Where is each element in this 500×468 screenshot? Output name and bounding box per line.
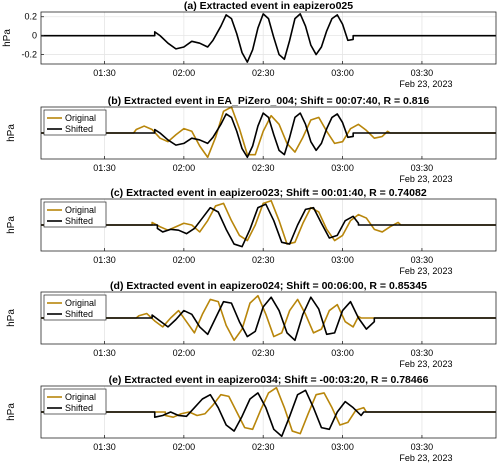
x-tick-label: 03:30: [411, 163, 434, 173]
panel-title: (b) Extracted event in EA_PiZero_004; Sh…: [108, 95, 430, 107]
y-axis-label: hPa: [6, 124, 17, 142]
x-date-label: Feb 23, 2023: [399, 453, 452, 463]
series-line-original: [41, 199, 496, 245]
x-tick-label: 03:30: [411, 68, 434, 78]
x-tick-label: 01:30: [93, 68, 116, 78]
axes-box: [40, 291, 497, 345]
series-line-shifted: [41, 112, 496, 159]
x-tick-label: 01:30: [93, 163, 116, 173]
panel-title: (a) Extracted event in eapizero025: [184, 0, 353, 12]
legend-label-shifted: Shifted: [65, 124, 93, 134]
series-line-shifted: [41, 296, 496, 342]
x-tick-label: 02:00: [173, 255, 196, 265]
panel-title: (d) Extracted event in eapizero024; Shif…: [110, 280, 427, 292]
axes-box: [40, 11, 497, 65]
x-tick-label: 02:00: [173, 163, 196, 173]
legend-label-shifted: Shifted: [65, 403, 93, 413]
panel-e: (e) Extracted event in eapizero034; Shif…: [6, 374, 497, 463]
series-line: [41, 13, 496, 63]
x-tick-label: 03:30: [411, 255, 434, 265]
y-axis-label: hPa: [6, 403, 17, 421]
panel-title: (c) Extracted event in eapizero023; Shif…: [110, 187, 426, 199]
legend-label-original: Original: [65, 113, 96, 123]
x-tick-label: 02:30: [252, 255, 275, 265]
y-tick-label: 0.2: [24, 12, 37, 22]
legend-box: [43, 294, 107, 321]
series-line-original: [41, 386, 496, 435]
series-line-shifted: [41, 389, 496, 438]
y-tick-label: 0: [32, 31, 37, 41]
legend-box: [43, 388, 107, 415]
legend-label-shifted: Shifted: [65, 309, 93, 319]
x-tick-label: 02:00: [173, 348, 196, 358]
x-tick-label: 03:00: [331, 255, 354, 265]
x-tick-label: 03:00: [331, 442, 354, 452]
axes-box: [40, 198, 497, 252]
x-tick-label: 03:00: [331, 348, 354, 358]
x-tick-label: 01:30: [93, 348, 116, 358]
legend-label-shifted: Shifted: [65, 216, 93, 226]
legend-label-original: Original: [65, 298, 96, 308]
x-tick-label: 02:30: [252, 442, 275, 452]
y-axis-label: hPa: [2, 29, 13, 47]
y-axis-label: hPa: [6, 216, 17, 234]
x-date-label: Feb 23, 2023: [399, 266, 452, 276]
legend-label-original: Original: [65, 392, 96, 402]
axes-box: [40, 385, 497, 439]
x-tick-label: 01:30: [93, 255, 116, 265]
x-tick-label: 01:30: [93, 442, 116, 452]
legend-box: [43, 109, 107, 136]
legend-label-original: Original: [65, 205, 96, 215]
y-tick-label: -0.2: [21, 50, 37, 60]
y-axis-label: hPa: [6, 309, 17, 327]
x-tick-label: 02:30: [252, 348, 275, 358]
legend-box: [43, 201, 107, 228]
x-tick-label: 02:30: [252, 163, 275, 173]
panel-a: (a) Extracted event in eapizero025 01:30 0…: [2, 0, 497, 89]
panel-c: (c) Extracted event in eapizero023; Shif…: [6, 187, 497, 276]
x-tick-label: 02:00: [173, 442, 196, 452]
x-date-label: Feb 23, 2023: [399, 174, 452, 184]
series-line-original: [41, 106, 496, 159]
x-tick-label: 03:30: [411, 442, 434, 452]
x-date-label: Feb 23, 2023: [399, 79, 452, 89]
panel-title: (e) Extracted event in eapizero034; Shif…: [109, 374, 429, 386]
panel-b: (b) Extracted event in EA_PiZero_004; Sh…: [6, 95, 497, 184]
series-line-shifted: [41, 203, 496, 248]
x-tick-label: 02:30: [252, 68, 275, 78]
x-date-label: Feb 23, 2023: [399, 359, 452, 369]
x-tick-label: 03:30: [411, 348, 434, 358]
x-tick-label: 03:00: [331, 68, 354, 78]
x-tick-label: 03:00: [331, 163, 354, 173]
axes-box: [40, 106, 497, 160]
panel-d: (d) Extracted event in eapizero024; Shif…: [6, 280, 497, 369]
x-tick-label: 02:00: [173, 68, 196, 78]
